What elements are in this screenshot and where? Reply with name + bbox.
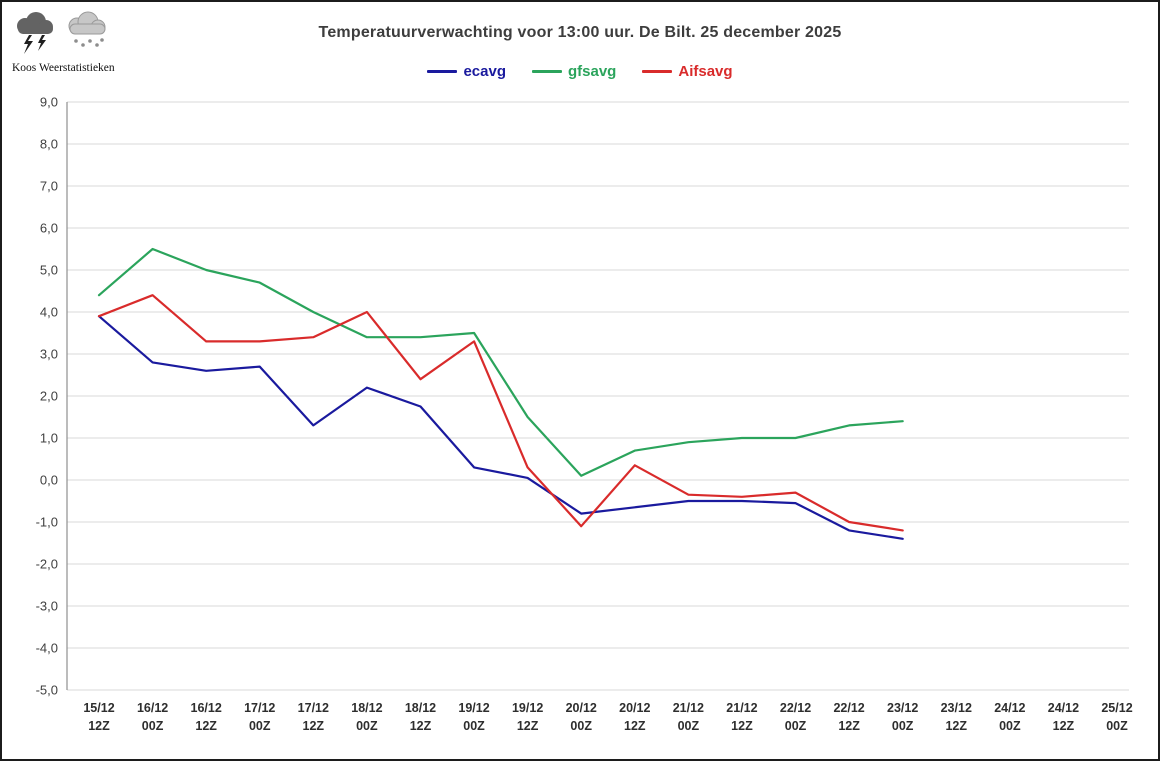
svg-text:25/12: 25/12 — [1101, 701, 1132, 715]
svg-text:4,0: 4,0 — [40, 305, 58, 320]
legend-label-aifsavg: Aifsavg — [678, 62, 733, 80]
legend-label-ecavg: ecavg — [463, 62, 506, 80]
svg-text:22/12: 22/12 — [833, 701, 864, 715]
legend-swatch-aifsavg — [642, 69, 673, 73]
temperature-line-chart: -5,0 -4,0 -3,0 -2,0 -1,0 0,0 1,0 2,0 3,0 4,0 5,0 6,… — [36, 95, 1133, 734]
svg-text:2,0: 2,0 — [40, 389, 58, 404]
svg-text:17/12: 17/12 — [298, 701, 329, 715]
svg-text:17/12: 17/12 — [244, 701, 275, 715]
svg-text:00Z: 00Z — [142, 719, 164, 733]
storm-cloud-icon — [17, 12, 53, 54]
svg-text:00Z: 00Z — [892, 719, 914, 733]
svg-text:12Z: 12Z — [624, 719, 646, 733]
logo-text: Koos Weerstatistieken — [12, 62, 115, 74]
svg-text:-2,0: -2,0 — [36, 557, 58, 572]
chart-title: Temperatuurverwachting voor 13:00 uur. D… — [318, 24, 842, 41]
chart-area: -5,0 -4,0 -3,0 -2,0 -1,0 0,0 1,0 2,0 3,0 4,0 5,0 6,… — [5, 86, 1155, 753]
legend: ecavg gfsavg Aifsavg — [2, 60, 1158, 82]
svg-text:9,0: 9,0 — [40, 95, 58, 110]
svg-text:00Z: 00Z — [356, 719, 378, 733]
svg-text:-3,0: -3,0 — [36, 599, 58, 614]
svg-text:6,0: 6,0 — [40, 221, 58, 236]
svg-text:16/12: 16/12 — [191, 701, 222, 715]
svg-text:23/12: 23/12 — [941, 701, 972, 715]
svg-text:-1,0: -1,0 — [36, 515, 58, 530]
svg-text:1,0: 1,0 — [40, 431, 58, 446]
logo: Koos Weerstatistieken — [12, 10, 162, 74]
svg-text:12Z: 12Z — [195, 719, 217, 733]
logo-icons — [12, 10, 162, 56]
svg-text:00Z: 00Z — [570, 719, 592, 733]
svg-text:00Z: 00Z — [463, 719, 485, 733]
svg-text:8,0: 8,0 — [40, 137, 58, 152]
svg-text:00Z: 00Z — [999, 719, 1021, 733]
svg-text:22/12: 22/12 — [780, 701, 811, 715]
svg-text:00Z: 00Z — [1106, 719, 1128, 733]
svg-text:12Z: 12Z — [731, 719, 753, 733]
svg-text:20/12: 20/12 — [619, 701, 650, 715]
svg-text:12Z: 12Z — [88, 719, 110, 733]
legend-item-ecavg: ecavg — [427, 63, 506, 80]
svg-text:15/12: 15/12 — [83, 701, 114, 715]
svg-text:3,0: 3,0 — [40, 347, 58, 362]
svg-text:7,0: 7,0 — [40, 179, 58, 194]
legend-label-gfsavg: gfsavg — [568, 62, 617, 80]
legend-item-gfsavg: gfsavg — [532, 63, 616, 80]
svg-text:00Z: 00Z — [678, 719, 700, 733]
svg-text:21/12: 21/12 — [726, 701, 757, 715]
svg-text:-5,0: -5,0 — [36, 683, 58, 698]
svg-text:24/12: 24/12 — [1048, 701, 1079, 715]
svg-text:23/12: 23/12 — [887, 701, 918, 715]
svg-text:12Z: 12Z — [1053, 719, 1075, 733]
svg-text:21/12: 21/12 — [673, 701, 704, 715]
svg-text:20/12: 20/12 — [566, 701, 597, 715]
svg-text:12Z: 12Z — [303, 719, 325, 733]
svg-text:12Z: 12Z — [838, 719, 860, 733]
svg-text:12Z: 12Z — [410, 719, 432, 733]
svg-text:12Z: 12Z — [945, 719, 967, 733]
svg-text:19/12: 19/12 — [458, 701, 489, 715]
snow-cloud-icon — [68, 11, 106, 47]
svg-text:00Z: 00Z — [785, 719, 807, 733]
svg-text:5,0: 5,0 — [40, 263, 58, 278]
legend-swatch-ecavg — [427, 69, 458, 73]
svg-text:0,0: 0,0 — [40, 473, 58, 488]
svg-text:19/12: 19/12 — [512, 701, 543, 715]
svg-text:18/12: 18/12 — [405, 701, 436, 715]
svg-text:-4,0: -4,0 — [36, 641, 58, 656]
svg-text:16/12: 16/12 — [137, 701, 168, 715]
svg-text:00Z: 00Z — [249, 719, 271, 733]
svg-text:12Z: 12Z — [517, 719, 539, 733]
svg-text:24/12: 24/12 — [994, 701, 1025, 715]
legend-item-aifsavg: Aifsavg — [642, 62, 733, 80]
legend-swatch-gfsavg — [532, 69, 562, 73]
svg-text:18/12: 18/12 — [351, 701, 382, 715]
